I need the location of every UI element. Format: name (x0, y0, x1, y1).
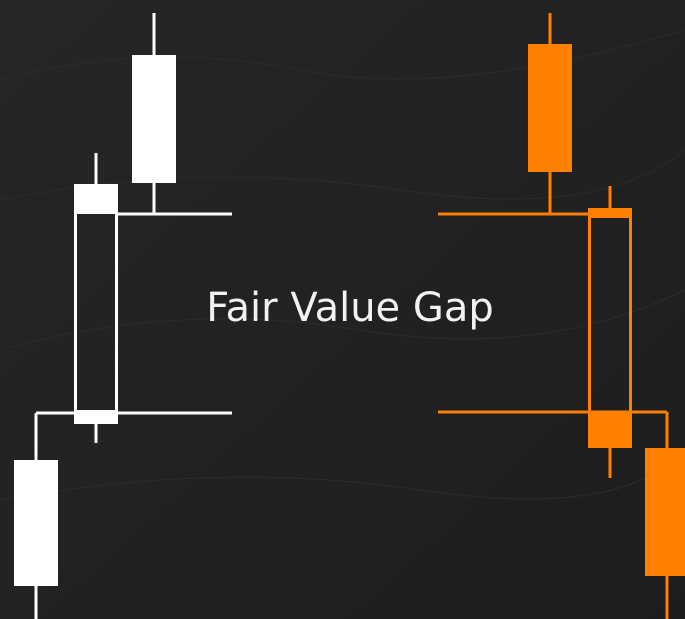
title: Fair Value Gap (206, 285, 494, 331)
candle-body (132, 55, 176, 183)
candle-fill (74, 410, 118, 424)
candle-fill (74, 184, 118, 214)
candle-fill (588, 208, 632, 218)
candle-body (14, 460, 58, 586)
candle-body (645, 448, 685, 576)
bullish-candles (14, 13, 232, 619)
candle-fill (588, 412, 632, 448)
bearish-candles (438, 13, 685, 619)
candle-body (528, 44, 572, 172)
